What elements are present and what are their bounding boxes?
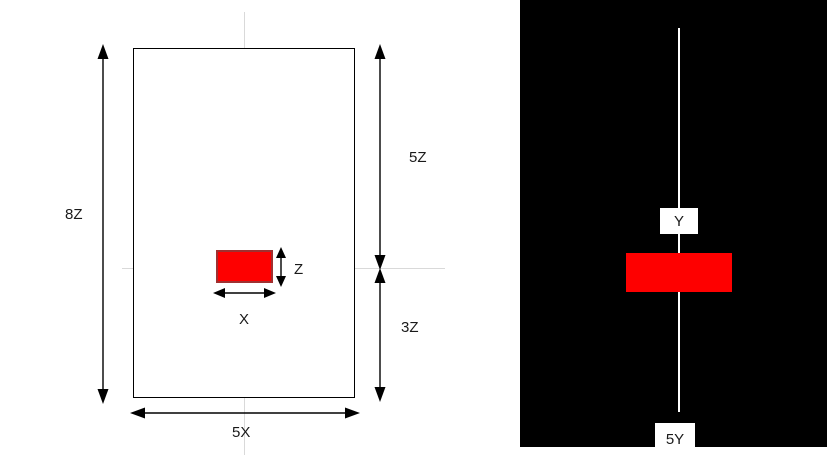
red-block-elevation	[216, 250, 273, 283]
elevation-view-panel: 8Z 5Z 3Z Z X	[65, 12, 445, 455]
dimension-label-bottom-offset: 3Z	[401, 319, 419, 336]
dimension-arrow-block-height	[276, 247, 286, 287]
dimension-label-block-width: X	[239, 311, 250, 328]
callout-near-offset-label: Y	[673, 212, 684, 230]
dimension-arrow-overall-width	[130, 407, 360, 419]
callout-near-offset: Y	[660, 208, 698, 234]
red-block-plan	[626, 253, 732, 292]
dimension-arrow-top-offset	[374, 44, 386, 270]
callout-overall-length-label: 5Y	[665, 430, 685, 448]
dimension-arrow-overall-height	[97, 44, 109, 404]
plan-view-panel: Y 5Y	[520, 0, 827, 455]
callout-overall-length: 5Y	[655, 423, 695, 455]
dimension-label-top-offset: 5Z	[409, 149, 427, 166]
section-outline-rect	[133, 48, 355, 398]
dimension-arrow-block-width	[213, 288, 276, 298]
dimension-label-overall-height: 8Z	[65, 206, 83, 223]
dimension-label-block-height: Z	[294, 261, 304, 278]
dimension-arrow-bottom-offset	[374, 268, 386, 402]
dimension-label-overall-width: 5X	[232, 424, 251, 441]
